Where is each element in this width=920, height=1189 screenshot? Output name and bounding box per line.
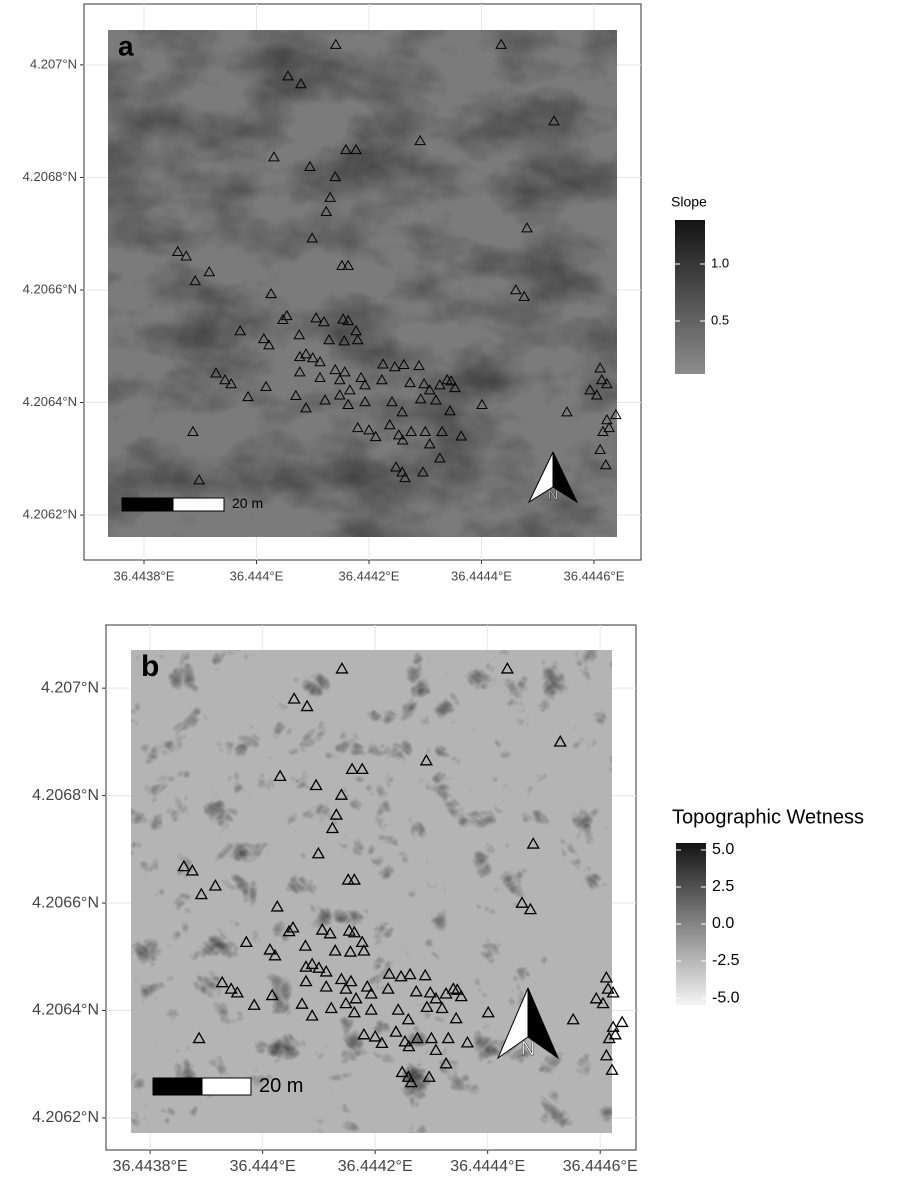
panel-label: b bbox=[141, 650, 159, 683]
y-tick-label: 4.2064°N bbox=[23, 394, 77, 409]
scale-bar-label: 20 m bbox=[259, 1075, 303, 1097]
x-tick-label: 36.4444°E bbox=[450, 1158, 525, 1175]
y-tick-label: 4.207°N bbox=[41, 679, 99, 696]
legend-title: Topographic Wetness bbox=[672, 806, 864, 828]
x-tick-label: 36.4438°E bbox=[114, 568, 175, 583]
y-tick-label: 4.207°N bbox=[30, 56, 77, 71]
scale-bar-black bbox=[153, 1078, 202, 1095]
x-tick-label: 36.4446°E bbox=[563, 1158, 638, 1175]
legend-tick-label: -5.0 bbox=[712, 989, 740, 1006]
north-label: N bbox=[548, 487, 558, 503]
figure: 36.4438°E 36.444°E 36.4442°E 36.4444°E 36.44… bbox=[0, 0, 920, 1189]
y-tick-label: 4.2062°N bbox=[32, 1109, 99, 1126]
y-tick-label: 4.2066°N bbox=[32, 894, 99, 911]
legend-tick-label: 1.0 bbox=[711, 255, 729, 270]
x-tick-label: 36.4444°E bbox=[451, 568, 512, 583]
scale-bar-white bbox=[202, 1078, 251, 1095]
scale-bar-white bbox=[173, 498, 224, 511]
legend-title: Slope bbox=[671, 194, 707, 210]
legend-tick-label: -2.5 bbox=[712, 952, 740, 969]
legend-tick-label: 0.0 bbox=[712, 915, 734, 932]
legend-tick-label: 0.5 bbox=[711, 312, 729, 327]
y-tick-label: 4.2068°N bbox=[32, 787, 99, 804]
legend-tick-label: 5.0 bbox=[712, 841, 734, 858]
x-tick-label: 36.4442°E bbox=[339, 568, 400, 583]
legend-colorbar bbox=[675, 220, 705, 374]
raster-texture bbox=[108, 30, 617, 537]
north-label: N bbox=[521, 1038, 535, 1060]
x-tick-label: 36.444°E bbox=[230, 568, 284, 583]
scale-bar-label: 20 m bbox=[232, 495, 263, 511]
x-tick-label: 36.444°E bbox=[230, 1158, 296, 1175]
legend-tick-label: 2.5 bbox=[712, 878, 734, 895]
y-tick-label: 4.2068°N bbox=[23, 169, 77, 184]
x-tick-label: 36.4438°E bbox=[113, 1158, 188, 1175]
panel-label: a bbox=[118, 30, 134, 61]
y-tick-label: 4.2062°N bbox=[23, 506, 77, 521]
scale-bar-black bbox=[122, 498, 173, 511]
x-tick-label: 36.4442°E bbox=[338, 1158, 413, 1175]
x-tick-label: 36.4446°E bbox=[564, 568, 625, 583]
y-tick-label: 4.2066°N bbox=[23, 281, 77, 296]
y-tick-label: 4.2064°N bbox=[32, 1002, 99, 1019]
